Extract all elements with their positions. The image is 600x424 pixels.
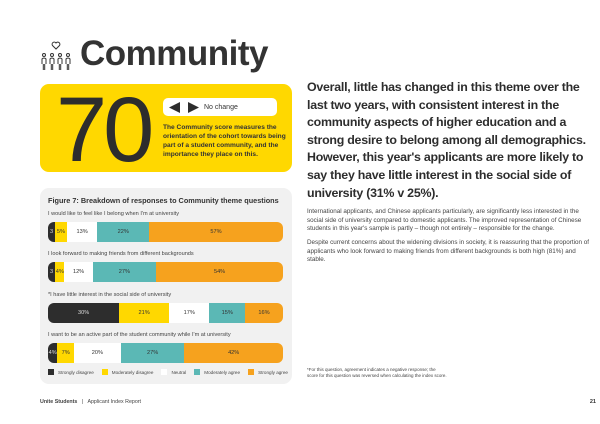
bar-segment-neutral: 12% xyxy=(64,262,93,282)
bar-segment-strongly-disagree: 3 xyxy=(48,222,56,242)
page-number: 21 xyxy=(589,399,596,405)
people-heart-icon xyxy=(41,41,71,70)
chart-legend: Strongly disagree Moderately disagree Neut… xyxy=(48,369,288,375)
bar-segment-strongly-agree: 16% xyxy=(245,303,283,323)
bar-segment-moderately-agree: 15% xyxy=(209,303,246,323)
bar-segment-moderately-disagree: 4% xyxy=(55,262,65,282)
bar-segment-moderately-agree: 22% xyxy=(97,222,150,242)
legend-swatch xyxy=(48,369,54,375)
legend-item: Moderately agree xyxy=(194,369,240,375)
legend-swatch xyxy=(194,369,201,375)
legend-item: Strongly agree xyxy=(248,369,288,375)
legend-label: Strongly disagree xyxy=(58,369,94,375)
score-description: The Community score measures the orienta… xyxy=(163,124,286,158)
footer-brand: Unite Students xyxy=(40,399,78,405)
page-title: Community xyxy=(80,34,269,73)
legend-swatch xyxy=(101,369,108,375)
stacked-bar: 30% 21% 17% 15% 16% xyxy=(48,303,283,323)
bar-segment-strongly-disagree: 4% xyxy=(48,343,58,363)
footer-separator: | xyxy=(81,399,84,405)
body-text-column: Overall, little has changed in this them… xyxy=(307,79,594,265)
legend-item: Strongly disagree xyxy=(48,369,94,375)
score-card-details: No change The Community score measures t… xyxy=(163,98,288,159)
bar-segment-neutral: 13% xyxy=(66,222,98,242)
score-value: 70 xyxy=(56,79,154,181)
legend-label: Neutral xyxy=(171,369,187,375)
legend-item: Moderately disagree xyxy=(101,369,154,375)
bar-segment-strongly-agree: 57% xyxy=(149,222,283,242)
bar-segment-moderately-agree: 27% xyxy=(120,343,185,363)
legend-swatch xyxy=(248,369,255,375)
bar-segment-strongly-disagree: 30% xyxy=(48,303,120,323)
legend-item: Neutral xyxy=(161,369,186,375)
question-label: I look forward to making friends from di… xyxy=(48,251,194,257)
bar-segment-neutral: 17% xyxy=(169,303,210,323)
stacked-bar: 3 4% 12% 27% 54% xyxy=(48,262,283,282)
bar-segment-moderately-disagree: 21% xyxy=(119,303,170,323)
legend-label: Moderately agree xyxy=(204,369,241,375)
figure-footnote: *For this question, agreement indicates … xyxy=(307,367,447,378)
bar-segment-moderately-disagree: 5% xyxy=(55,222,67,242)
bar-segment-strongly-agree: 54% xyxy=(156,262,283,282)
bar-segment-moderately-agree: 27% xyxy=(92,262,157,282)
legend-swatch xyxy=(161,369,168,375)
bar-segment-strongly-disagree: 3 xyxy=(48,262,56,282)
question-label: *I have little interest in the social si… xyxy=(48,292,172,298)
bar-segment-strongly-agree: 42% xyxy=(184,343,283,363)
question-label: I would like to feel like I belong when … xyxy=(48,211,180,217)
bar-segment-moderately-disagree: 7% xyxy=(57,343,74,363)
body-paragraph: Despite current concerns about the widen… xyxy=(307,239,589,264)
question-label: I want to be an active part of the stude… xyxy=(48,332,231,338)
change-badge: No change xyxy=(163,98,277,116)
stacked-bar: 3 5% 13% 22% 57% xyxy=(48,222,283,242)
stacked-bar: 4% 7% 20% 27% 42% xyxy=(48,343,283,363)
no-change-arrows-icon xyxy=(169,101,199,113)
footer: Unite Students | Applicant Index Report xyxy=(40,399,141,405)
figure-title: Figure 7: Breakdown of responses to Comm… xyxy=(48,196,279,205)
legend-label: Moderately disagree xyxy=(111,369,154,375)
footer-report: Applicant Index Report xyxy=(87,399,142,405)
body-paragraph: International applicants, and Chinese ap… xyxy=(307,208,582,232)
change-label: No change xyxy=(204,103,238,111)
intro-heading: Overall, little has changed in this them… xyxy=(307,80,586,200)
legend-label: Strongly agree xyxy=(258,369,288,375)
bar-segment-neutral: 20% xyxy=(73,343,121,363)
